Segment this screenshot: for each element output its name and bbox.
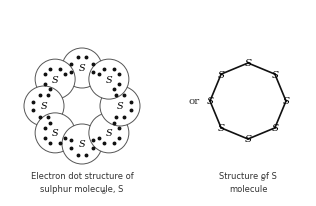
- Text: S: S: [52, 129, 58, 138]
- Text: 8: 8: [102, 190, 106, 194]
- Circle shape: [100, 87, 140, 126]
- Text: Electron dot structure of: Electron dot structure of: [31, 172, 133, 181]
- Text: S: S: [271, 70, 278, 79]
- Text: S: S: [117, 102, 123, 111]
- Text: molecule: molecule: [229, 185, 267, 194]
- Circle shape: [35, 113, 75, 153]
- Circle shape: [62, 124, 102, 164]
- Text: S: S: [218, 70, 225, 79]
- Text: S: S: [41, 102, 47, 111]
- Circle shape: [62, 49, 102, 89]
- Text: S: S: [106, 75, 112, 84]
- Text: or: or: [188, 97, 200, 106]
- Text: Structure of S: Structure of S: [219, 172, 277, 181]
- Text: S: S: [79, 64, 85, 73]
- Text: S: S: [245, 59, 252, 68]
- Text: S: S: [52, 75, 58, 84]
- Text: S: S: [283, 97, 289, 106]
- Text: S: S: [245, 135, 252, 144]
- Circle shape: [89, 60, 129, 100]
- Text: S: S: [218, 124, 225, 133]
- Text: S: S: [271, 124, 278, 133]
- Text: S: S: [79, 140, 85, 149]
- Text: 8: 8: [261, 177, 265, 182]
- Circle shape: [24, 87, 64, 126]
- Circle shape: [89, 113, 129, 153]
- Text: S: S: [206, 97, 214, 106]
- Text: S: S: [106, 129, 112, 138]
- Text: sulphur molecule, S: sulphur molecule, S: [40, 185, 124, 194]
- Circle shape: [35, 60, 75, 100]
